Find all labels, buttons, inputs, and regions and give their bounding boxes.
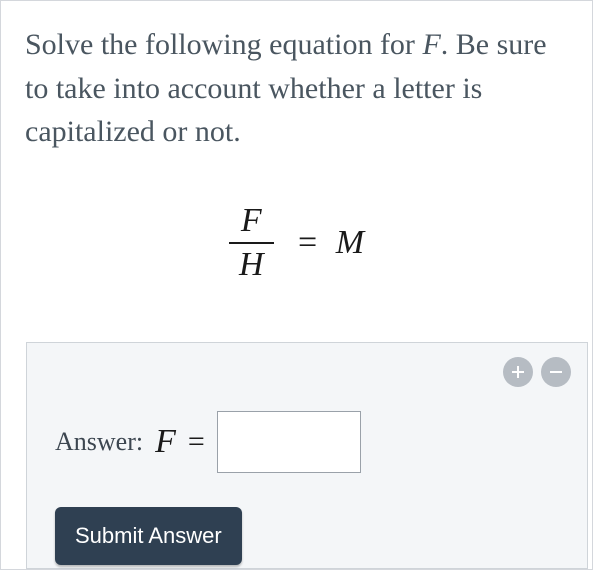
prompt-text-1: Solve the following equation for — [25, 28, 422, 61]
fraction-numerator: F — [229, 202, 274, 242]
answer-line: Answer: F = — [55, 411, 571, 473]
answer-equals: = — [188, 425, 205, 459]
answer-label: Answer: — [55, 427, 143, 457]
problem-container: Solve the following equation for F. Be s… — [0, 0, 593, 570]
minus-icon[interactable] — [541, 357, 571, 387]
prompt-variable: F — [422, 28, 440, 61]
icon-toolbar — [43, 357, 571, 387]
fraction: F H — [229, 202, 274, 284]
fraction-denominator: H — [229, 242, 274, 284]
equation-display: F H = M — [1, 202, 592, 284]
submit-button[interactable]: Submit Answer — [55, 507, 242, 565]
answer-input[interactable] — [217, 411, 361, 473]
equation-rhs: M — [336, 224, 364, 261]
plus-icon[interactable] — [503, 357, 533, 387]
equals-sign: = — [288, 224, 327, 261]
prompt-text-1-post: . — [441, 28, 449, 61]
answer-panel: Answer: F = Submit Answer — [26, 342, 588, 569]
problem-prompt: Solve the following equation for F. Be s… — [1, 1, 592, 154]
answer-variable: F — [155, 423, 176, 461]
